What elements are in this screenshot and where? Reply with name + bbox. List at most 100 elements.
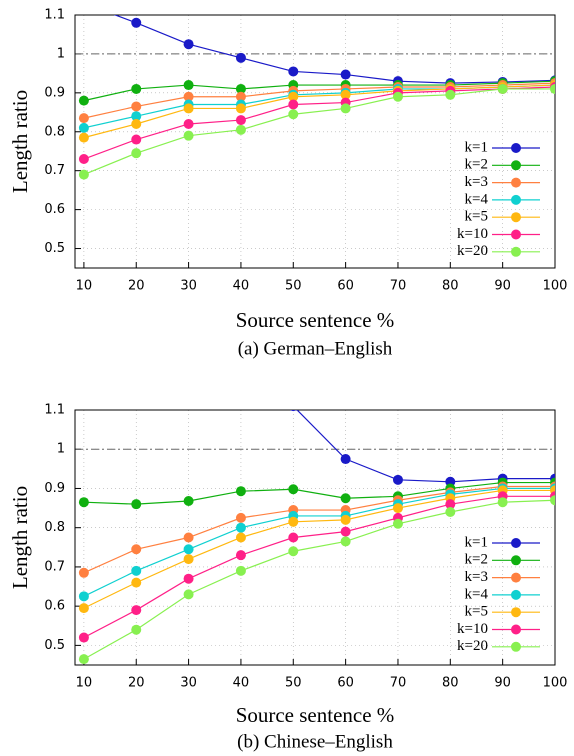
point [183,91,194,102]
x-tick-label: 40 [233,676,250,691]
point [288,546,299,557]
legend-marker [511,607,521,618]
point [183,544,194,555]
legend-marker [511,589,521,600]
point [550,495,555,506]
point [235,512,246,523]
series [78,495,555,665]
y-axis-label: Length ratio [8,90,32,193]
point [340,526,351,537]
point [235,550,246,561]
caption: (a) German–English [238,338,393,359]
legend-marker [511,624,521,635]
point [288,109,299,120]
x-tick-label: 10 [76,676,93,691]
y-tick-label: 1 [57,442,65,457]
point [131,101,142,112]
series [78,485,555,614]
point [78,122,89,133]
legend-marker [511,555,521,566]
legend-label: k=5 [465,209,488,225]
line [83,485,555,574]
legend-marker [511,212,521,223]
point [235,124,246,135]
y-tick-label: 1.1 [44,8,65,23]
series [78,491,555,643]
point [392,91,403,102]
x-tick-label: 90 [494,676,511,691]
y-tick-label: 1 [57,46,65,61]
point [131,17,142,28]
point [288,532,299,543]
x-tick-label: 80 [442,676,459,691]
legend-label: k=3 [465,569,488,585]
point [78,113,89,124]
point [235,52,246,63]
y-tick-label: 1.1 [44,403,65,418]
point [235,486,246,497]
point [340,493,351,504]
point [131,544,142,555]
x-tick-label: 30 [180,279,197,294]
point [445,89,456,100]
point [235,91,246,102]
line [83,82,555,119]
y-tick-label: 0.6 [44,202,65,217]
legend-label: k=1 [465,139,488,155]
point [235,532,246,543]
legend-label: k=3 [465,174,488,190]
point [79,0,89,8]
point [392,518,403,529]
point [78,591,89,602]
point [78,603,89,614]
chart: 0.5 0.6 0.7 0.8 0.9 1 1.1 10 20 30 40 50 60 70 80 90 100… [8,0,568,360]
series [290,410,555,487]
x-tick-label: 90 [494,279,511,294]
caption: (b) Chinese–English [237,731,393,752]
point [235,522,246,533]
point [78,632,89,643]
line [83,487,555,597]
plot-frame [74,14,556,269]
legend-label: k=2 [465,552,488,568]
point [131,83,142,94]
legend-marker [511,160,521,171]
legend-label: k=4 [465,586,489,602]
line [83,88,555,176]
x-tick-label: 80 [442,279,459,294]
x-tick-label: 10 [76,279,93,294]
y-tick-label: 0.7 [44,163,65,178]
point [131,624,142,635]
point [78,654,89,665]
line [83,80,555,102]
y-tick-label: 0.8 [44,520,65,535]
point [392,503,403,514]
point [131,565,142,576]
point [78,169,89,180]
chart: 0.5 0.6 0.7 0.8 0.9 1 1.1 10 20 30 40 50 60 70 80 90 100… [8,403,568,753]
y-tick-label: 0.5 [44,638,65,653]
point [288,484,299,495]
plot-frame [74,409,556,666]
point [445,499,456,510]
legend-marker [511,194,521,205]
line [83,481,555,505]
point [288,99,299,110]
legend-label: k=5 [465,604,488,620]
point [340,514,351,525]
legend-label: k=2 [465,157,488,173]
legend-marker [511,143,521,153]
line [83,86,555,160]
point [131,499,142,510]
point [445,507,456,517]
point [183,80,194,91]
line [83,499,555,660]
point [183,573,194,584]
series [78,83,555,180]
x-tick-label: 20 [128,279,145,294]
point [78,132,89,143]
point [288,91,299,102]
y-tick-label: 0.9 [44,85,65,100]
legend-label: k=10 [457,226,488,242]
